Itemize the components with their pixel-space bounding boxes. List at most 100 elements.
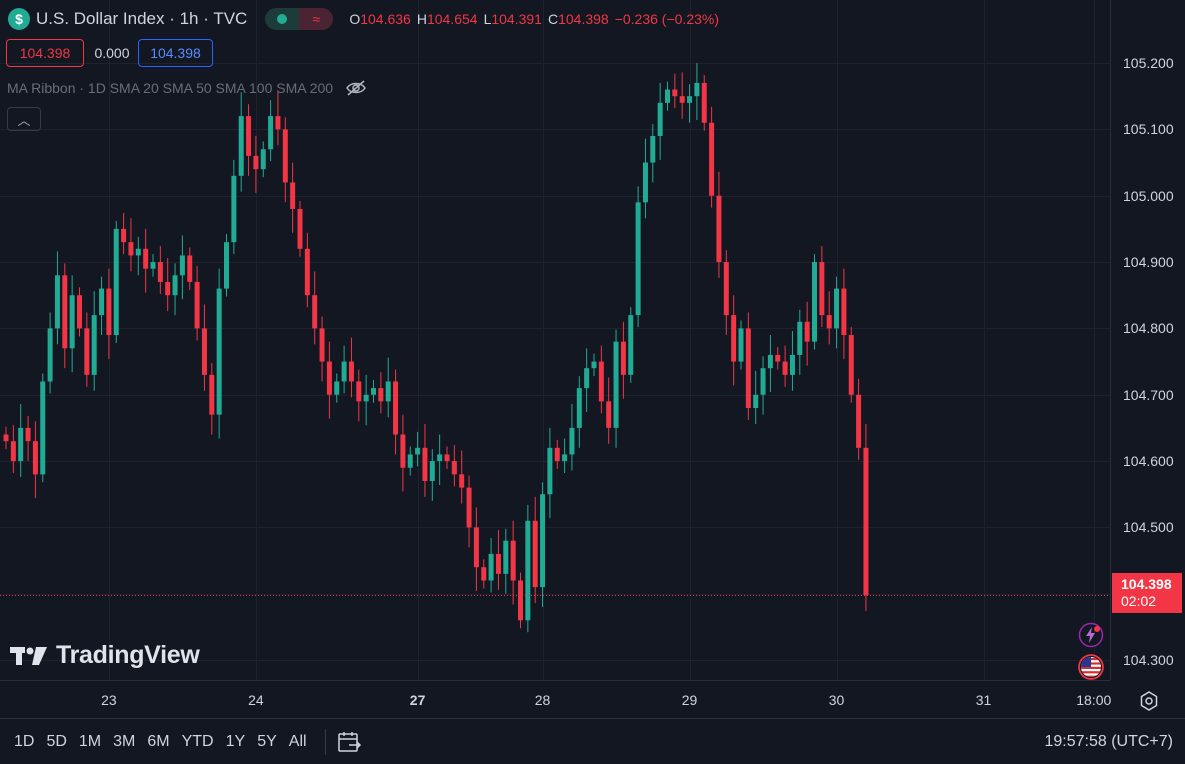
timeframe-5y[interactable]: 5Y — [257, 733, 277, 750]
candle — [591, 353, 597, 377]
timeframe-1d[interactable]: 1D — [14, 733, 35, 750]
sell-price-button[interactable]: 104.398 — [6, 39, 84, 67]
candle — [179, 235, 185, 300]
candle-body — [25, 427, 31, 442]
candle — [143, 228, 149, 293]
tradingview-logo-icon — [10, 646, 47, 665]
buy-price-button[interactable]: 104.398 — [138, 39, 213, 67]
timezone-clock[interactable]: 19:57:58 (UTC+7) — [1044, 733, 1173, 750]
bar-countdown: 02:02 — [1121, 593, 1157, 609]
candle-body — [620, 341, 626, 375]
collapse-legend-button[interactable]: ︿ — [7, 107, 41, 131]
candle-body — [598, 361, 604, 402]
candle — [348, 337, 354, 398]
price-label: 104.900 — [1123, 254, 1174, 271]
candle — [856, 378, 862, 460]
candle — [246, 104, 252, 176]
candle-body — [62, 275, 68, 349]
candle — [775, 346, 781, 370]
timeframe-1m[interactable]: 1M — [78, 733, 102, 750]
candle — [312, 271, 318, 345]
candle-body — [503, 540, 509, 574]
candle — [466, 475, 472, 548]
candle — [385, 357, 391, 418]
time-scale[interactable]: 23 24 27 28 29 30 31 18:00 — [0, 680, 1111, 718]
candle — [760, 356, 766, 415]
candle-body — [319, 328, 325, 362]
candle-body — [91, 315, 97, 375]
eye-off-icon[interactable] — [345, 79, 367, 97]
candle-body — [415, 447, 421, 455]
candle-body — [113, 228, 119, 336]
time-label: 28 — [534, 692, 551, 708]
candle-body — [54, 275, 60, 329]
calendar-goto-date-icon[interactable] — [336, 729, 362, 755]
us-flag-icon[interactable] — [1078, 654, 1104, 680]
timeframe-ytd[interactable]: YTD — [181, 733, 214, 750]
candle — [679, 72, 685, 119]
timeframe-5d[interactable]: 5D — [46, 733, 67, 750]
candle-body — [422, 447, 428, 481]
candle-body — [709, 122, 715, 196]
candle-body — [143, 248, 149, 269]
spread-value: 0.000 — [94, 45, 130, 61]
timeframe-1y[interactable]: 1Y — [225, 733, 246, 750]
candle — [187, 247, 193, 290]
candle-body — [238, 116, 244, 176]
candle-body — [290, 182, 296, 209]
candle — [238, 92, 244, 192]
candle — [510, 520, 516, 605]
last-price-tag: 104.398 02:02 — [1112, 573, 1182, 613]
tradingview-watermark[interactable]: TradingView — [10, 641, 200, 670]
candle — [231, 159, 237, 255]
candle — [554, 439, 560, 470]
dollar-logo-icon[interactable]: $ — [8, 8, 30, 30]
market-open-icon[interactable] — [265, 8, 300, 30]
candle-body — [348, 361, 354, 382]
candle — [69, 275, 75, 373]
candle-body — [635, 202, 641, 316]
candle — [135, 236, 141, 276]
candle — [77, 287, 82, 337]
candle — [25, 415, 31, 462]
candle — [400, 414, 406, 492]
candle — [297, 201, 303, 257]
candle-body — [760, 368, 766, 395]
candle — [150, 254, 156, 277]
candle — [547, 427, 553, 519]
delayed-data-icon[interactable]: ≈ — [299, 8, 334, 30]
chart-settings-icon[interactable] — [1138, 690, 1160, 712]
timeframe-6m[interactable]: 6M — [147, 733, 170, 750]
candle-body — [554, 447, 560, 462]
candle — [84, 312, 90, 387]
candle-body — [459, 474, 465, 488]
candle-body — [642, 162, 648, 203]
candle-body — [650, 136, 656, 163]
lightning-alert-icon[interactable] — [1078, 622, 1104, 648]
candle — [99, 276, 105, 336]
candle-body — [106, 288, 112, 336]
indicator-legend[interactable]: MA Ribbon · 1D SMA 20 SMA 50 SMA 100 SMA… — [7, 79, 367, 97]
candle — [584, 348, 590, 412]
candle-body — [701, 82, 707, 123]
timeframe-3m[interactable]: 3M — [113, 733, 136, 750]
time-label: 24 — [248, 692, 264, 708]
candle-body — [731, 315, 737, 362]
candle-body — [356, 381, 362, 402]
candle-body — [569, 427, 575, 455]
candle — [687, 84, 693, 123]
toolbar-divider — [324, 729, 326, 755]
candle — [429, 449, 435, 501]
candle — [834, 276, 840, 349]
price-scale[interactable]: 105.200 105.100 105.000 104.900 104.800 104.7… — [1110, 0, 1185, 680]
candle — [54, 251, 60, 345]
candle-body — [518, 580, 523, 621]
chart-pane[interactable]: $ U.S. Dollar Index · 1h · TVC ≈ O 104.63… — [0, 0, 1110, 680]
candlestick-chart[interactable] — [0, 0, 1110, 680]
candle-body — [466, 487, 472, 528]
symbol-title[interactable]: U.S. Dollar Index · 1h · TVC — [36, 9, 248, 28]
candle — [731, 295, 737, 386]
timeframe-all[interactable]: All — [288, 733, 307, 750]
candle-body — [40, 381, 46, 475]
candle — [290, 162, 296, 233]
